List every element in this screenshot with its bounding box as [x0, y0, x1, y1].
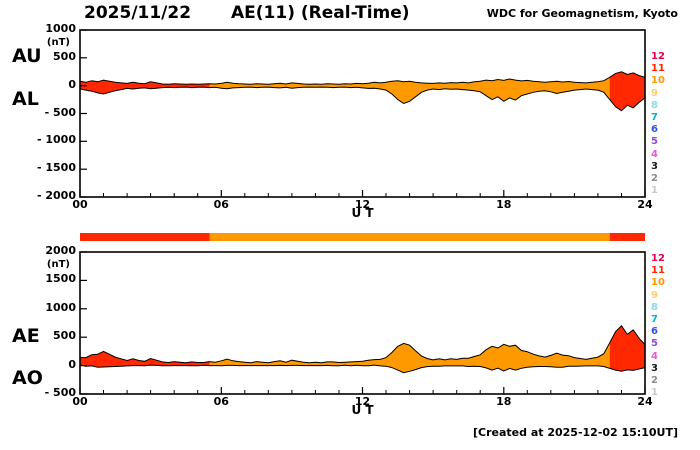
y-tick-label: 1500 [45, 272, 76, 286]
legend-station-count: 3 [651, 362, 658, 374]
x-tick-label: 12 [354, 198, 371, 211]
trace-al [79, 86, 646, 112]
legend-station-count: 9 [651, 289, 658, 301]
legend-station-count: 7 [651, 314, 658, 325]
legend-station-count: 8 [651, 301, 658, 313]
au-axis-label: AU [12, 45, 42, 67]
unit-label-top: (nT) [46, 37, 70, 48]
plot-frame [79, 251, 646, 395]
source-label: WDC for Geomagnetism, Kyoto [486, 7, 678, 20]
data-band-au-al [609, 71, 645, 111]
legend-station-count: 6 [651, 124, 658, 136]
legend-station-count: 5 [651, 338, 658, 350]
station-count-bar-segment [80, 233, 210, 241]
legend-station-count: 1 [651, 387, 658, 399]
x-tick-label: 06 [213, 198, 229, 211]
plot-date: 2025/11/22 [84, 3, 192, 23]
legend-station-count: 11 [651, 265, 665, 277]
legend-station-count: 6 [651, 326, 658, 338]
legend-station-count: 4 [651, 148, 658, 160]
y-tick-label: 1000 [45, 22, 76, 35]
x-tick-label: 06 [213, 395, 229, 408]
trace-ao [79, 364, 646, 374]
station-count-bar-segment [609, 233, 645, 241]
y-tick-label: - 500 [44, 105, 76, 119]
legend-station-count: 2 [651, 173, 658, 184]
al-axis-label: AL [12, 88, 39, 110]
y-tick-label: 2000 [45, 244, 76, 257]
x-tick-label: 24 [637, 198, 653, 211]
legend-station-count: 10 [651, 75, 665, 87]
x-axis-title-bottom: U T [351, 403, 374, 417]
legend-station-count: 12 [651, 51, 665, 62]
legend-station-count: 10 [651, 277, 665, 289]
legend-station-count: 4 [651, 350, 658, 362]
legend-station-count: 9 [651, 87, 658, 99]
y-tick-label: 500 [53, 329, 76, 343]
data-band-ae-ao [609, 325, 645, 372]
x-tick-label: 18 [496, 198, 512, 211]
legend-station-count: 8 [651, 99, 658, 111]
plot-title: AE(11) (Real-Time) [231, 3, 410, 23]
data-band-au-al [209, 77, 610, 104]
x-tick-label: 12 [354, 395, 371, 408]
data-band-ae-ao [80, 351, 210, 368]
legend-station-count: 5 [651, 136, 658, 148]
unit-label-bottom: (nT) [46, 259, 70, 270]
data-band-ae-ao [209, 342, 610, 373]
y-tick-label: - 2000 [36, 189, 76, 202]
legend-station-count: 2 [651, 375, 658, 386]
station-count-bar-segment [209, 233, 610, 241]
legend-station-count: 11 [651, 63, 665, 75]
y-tick-label: 1000 [45, 300, 76, 314]
ae-axis-label: AE [12, 325, 40, 347]
y-tick-label: - 1500 [36, 161, 76, 175]
x-tick-label: 18 [496, 395, 512, 408]
legend-station-count: 12 [651, 253, 665, 264]
y-tick-label: - 500 [44, 386, 76, 399]
plot-frame [79, 29, 646, 198]
trace-au [79, 71, 646, 85]
y-tick-label: 0 [68, 357, 76, 371]
data-band-au-al [80, 80, 210, 94]
x-axis-title-top: U T [351, 206, 374, 220]
legend-station-count: 7 [651, 112, 658, 123]
trace-ae [80, 325, 646, 364]
y-tick-label: 500 [53, 49, 76, 63]
created-timestamp: [Created at 2025-12-02 15:10UT] [472, 426, 678, 439]
y-tick-label: - 1000 [36, 133, 76, 147]
y-tick-label: 0 [68, 77, 76, 91]
x-tick-label: 00 [72, 395, 88, 408]
legend-station-count: 3 [651, 160, 658, 172]
legend-station-count: 1 [651, 185, 658, 197]
x-tick-label: 24 [637, 395, 653, 408]
x-tick-label: 00 [72, 198, 88, 211]
ao-axis-label: AO [12, 367, 43, 389]
